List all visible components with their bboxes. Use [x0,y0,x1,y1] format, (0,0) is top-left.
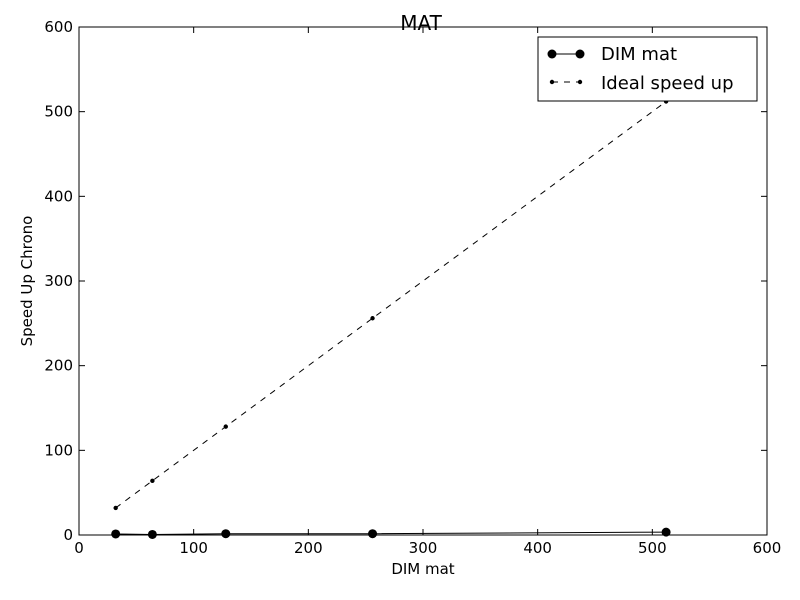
legend-label-dim-mat: DIM mat [601,44,677,65]
y-tick-label: 600 [44,18,73,36]
y-tick-label: 200 [44,357,73,375]
y-tick-label: 300 [44,272,73,290]
legend: DIM mat Ideal speed up [537,36,758,102]
data-point-dim-mat [221,529,231,539]
data-point-dim-mat [661,527,671,537]
x-tick-label: 200 [294,539,323,557]
y-tick-label: 0 [63,526,73,544]
legend-marker-dim-mat [575,49,585,59]
y-tick-label: 100 [44,441,73,459]
data-point-ideal-speed-up [150,478,155,484]
y-axis-label: Speed Up Chrono [18,216,36,347]
legend-box [537,36,758,102]
data-point-dim-mat [368,529,378,539]
data-point-ideal-speed-up [370,316,375,321]
x-tick-label: 500 [638,539,667,557]
legend-marker-dim-mat [547,49,557,59]
data-point-dim-mat [147,529,157,539]
ticks-layer: 0 100 200 300 400 500 600 0 100 200 300 400 500 600 [44,18,781,557]
x-tick-label: 400 [523,539,552,557]
legend-marker-ideal-speed-up [549,79,555,85]
data-point-ideal-speed-up [113,505,118,511]
x-tick-label: 100 [179,539,208,557]
x-tick-label: 300 [409,539,438,557]
x-axis-label: DIM mat [391,560,454,578]
data-point-dim-mat [111,529,121,539]
series-layer [111,99,671,539]
x-tick-label: 0 [74,539,84,557]
data-point-ideal-speed-up [223,424,228,429]
chart-title: MAT [400,11,442,35]
y-tick-label: 400 [44,187,73,205]
y-tick-label: 500 [44,103,73,121]
x-tick-label: 600 [753,539,782,557]
legend-marker-ideal-speed-up [577,79,583,85]
legend-label-ideal-speed-up: Ideal speed up [601,73,734,94]
